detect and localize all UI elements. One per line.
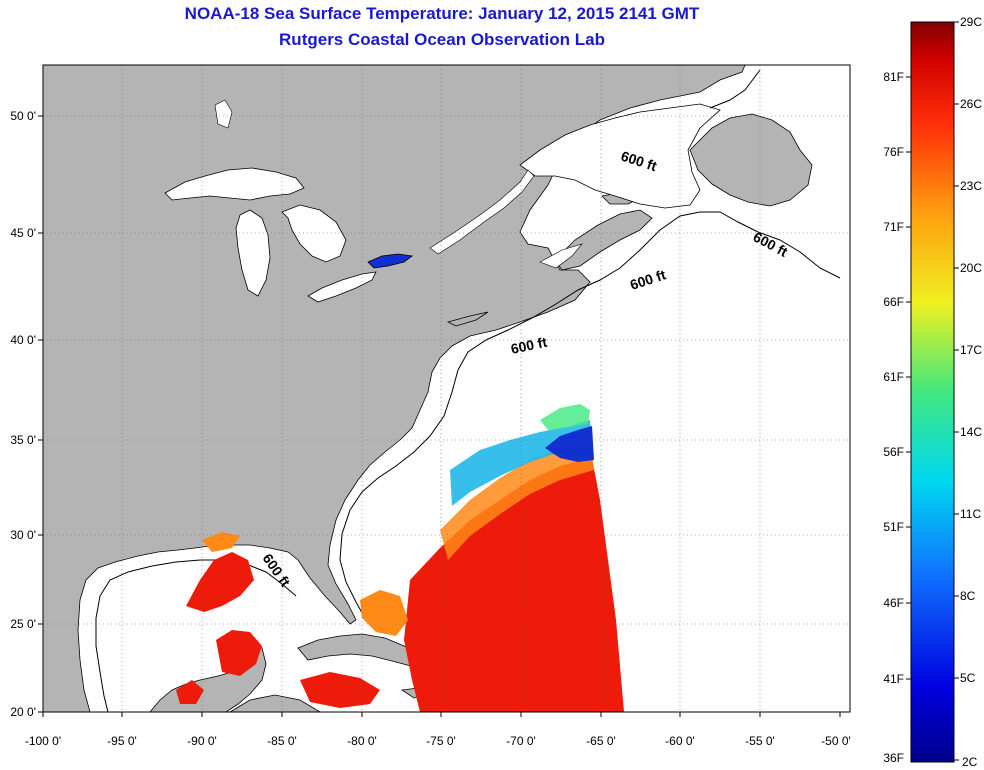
lake-erie [307, 271, 377, 303]
lat-label: 45 0' [10, 226, 36, 240]
colorbar-f-label: 71F [883, 220, 904, 234]
colorbar-f-ticks [906, 76, 911, 680]
lake-huron [281, 204, 347, 263]
lon-label: -100 0' [25, 734, 61, 748]
colorbar-f-label: 76F [883, 145, 904, 159]
nova-scotia-land [554, 209, 653, 271]
sst-gulf-patch-1 [186, 552, 254, 612]
lon-label: -70 0' [506, 734, 536, 748]
lon-label: -65 0' [586, 734, 616, 748]
sst-field-cool-north [540, 404, 590, 430]
lon-ticks [42, 712, 841, 717]
gulf-of-maine-water [539, 243, 583, 269]
colorbar-f-label: 81F [883, 70, 904, 84]
lake-nipigon [214, 99, 233, 129]
colorbar-c-label: 8C [960, 589, 976, 603]
lat-label: 50 0' [10, 109, 36, 123]
gulf-st-lawrence-water [519, 103, 721, 209]
colorbar-f-label: 51F [883, 520, 904, 534]
colorbar-c-label: 20C [960, 261, 982, 275]
colorbar-f-label: 41F [883, 672, 904, 686]
north-america-land [43, 65, 746, 712]
central-america-land [229, 694, 321, 712]
map-subtitle: Rutgers Coastal Ocean Observation Lab [279, 30, 605, 49]
lat-label: 20 0' [10, 705, 36, 719]
newfoundland-land [689, 113, 813, 207]
colorbar-fahrenheit-labels: 81F 76F 71F 66F 61F 56F 51F 46F 41F 36F [883, 70, 904, 765]
lon-label: -90 0' [187, 734, 217, 748]
lon-label: -50 0' [821, 734, 851, 748]
lon-label: -75 0' [426, 734, 456, 748]
lon-label: -80 0' [347, 734, 377, 748]
lon-label: -95 0' [107, 734, 137, 748]
lake-ontario [367, 253, 414, 269]
colorbar-celsius-labels: 29C 26C 23C 20C 17C 14C 11C 8C 5C 2C [960, 15, 982, 769]
map-frame [42, 64, 851, 713]
colorbar-f-label: 56F [883, 445, 904, 459]
sst-gulf-patch-4 [176, 680, 204, 704]
lat-label: 30 0' [10, 528, 36, 542]
colorbar-f-label: 61F [883, 370, 904, 384]
lat-ticks [38, 115, 43, 713]
colorbar-c-label: 5C [960, 671, 976, 685]
sst-field-mid [440, 440, 594, 560]
colorbar-c-label: 26C [960, 97, 982, 111]
colorbar-f-label: 46F [883, 596, 904, 610]
lat-label: 25 0' [10, 617, 36, 631]
lon-label: -55 0' [745, 734, 775, 748]
map-grid [43, 65, 850, 712]
colorbar-c-label: 11C [960, 507, 981, 521]
contour-label-4: 600 ft [509, 334, 548, 357]
colorbar-c-label: 29C [960, 15, 982, 29]
sst-field-warm [404, 458, 624, 712]
lat-label: 35 0' [10, 433, 36, 447]
contour-600ft-atlantic [339, 211, 841, 621]
long-island-land [446, 311, 489, 327]
contour-600ft-labrador [709, 69, 761, 109]
sst-field-cold [545, 426, 594, 462]
sst-gulf-patch-3 [202, 532, 240, 552]
lat-labels: 20 0' 25 0' 30 0' 35 0' 40 0' 45 0' 50 0… [10, 109, 36, 719]
colorbar-c-ticks [954, 21, 959, 761]
lake-superior [164, 167, 305, 201]
colorbar-f-label: 36F [883, 751, 904, 765]
lon-label: -60 0' [665, 734, 695, 748]
lat-label: 40 0' [10, 333, 36, 347]
colorbar-c-label: 23C [960, 179, 982, 193]
lake-michigan [235, 209, 271, 297]
sst-caribbean-patch [300, 672, 380, 708]
contour-600ft-gulf [95, 559, 297, 712]
colorbar [910, 21, 955, 763]
lon-labels: -100 0' -95 0' -90 0' -85 0' -80 0' -75 … [25, 734, 851, 748]
lon-label: -85 0' [267, 734, 297, 748]
colorbar-c-label: 2C [962, 755, 978, 769]
sst-bahamas-patch [360, 590, 408, 636]
colorbar-c-label: 14C [960, 425, 982, 439]
sst-gulf-patch-2 [216, 630, 262, 676]
colorbar-f-label: 66F [883, 295, 904, 309]
map-title: NOAA-18 Sea Surface Temperature: January… [184, 4, 700, 23]
colorbar-c-label: 17C [960, 343, 982, 357]
